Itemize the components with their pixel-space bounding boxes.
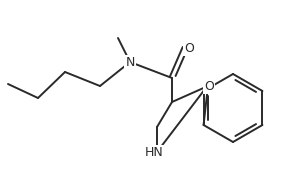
Text: O: O <box>184 42 194 54</box>
Text: O: O <box>204 79 214 93</box>
Text: HN: HN <box>145 146 163 158</box>
Text: N: N <box>125 56 135 68</box>
